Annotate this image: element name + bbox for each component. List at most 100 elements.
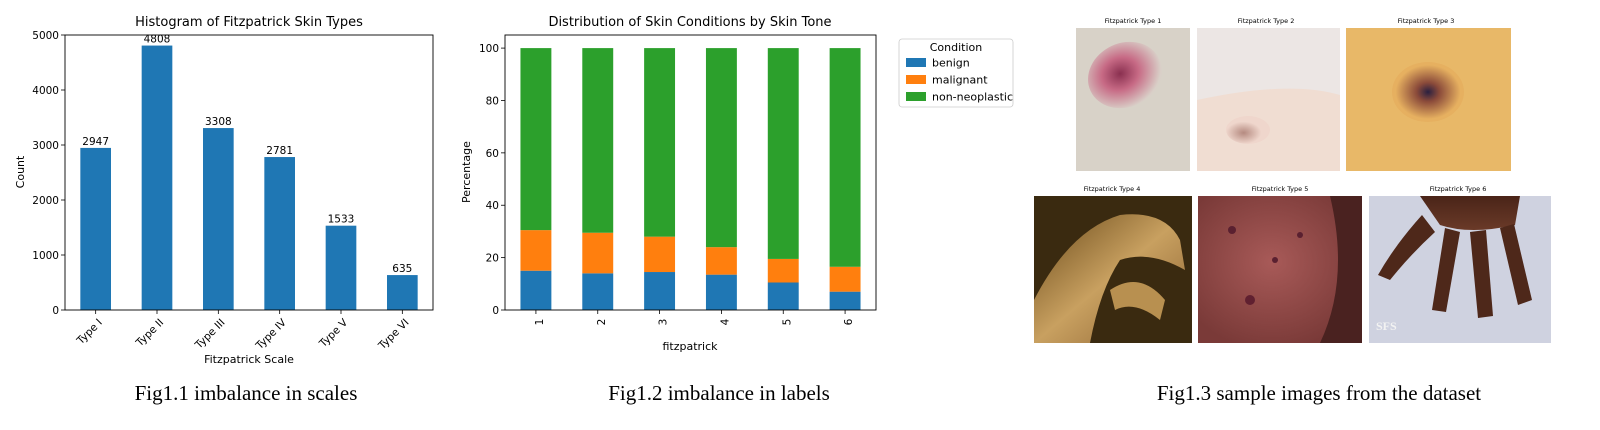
data-label: 3308 (205, 116, 232, 128)
sample-title-1: Fitzpatrick Type 1 (1105, 17, 1162, 25)
chart1-title: Histogram of Fitzpatrick Skin Types (135, 15, 363, 30)
finger-6c (1470, 230, 1493, 318)
spot-5d (1297, 232, 1303, 238)
bar-segment-malignant-5 (767, 258, 799, 283)
finger-6d (1500, 224, 1532, 305)
x-tick-label: Type II (133, 317, 166, 350)
sample-title-4: Fitzpatrick Type 4 (1084, 185, 1141, 193)
bar-segment-non-neoplastic-5 (767, 48, 799, 259)
y-tick-label: 4000 (32, 85, 59, 97)
legend-label-non-neoplastic: non-neoplastic (932, 91, 1013, 104)
x-tick-label: 2 (596, 319, 608, 326)
bar-segment-non-neoplastic-4 (705, 48, 737, 248)
bar-segment-benign-2 (582, 273, 614, 310)
x-tick-label: Type I (74, 317, 105, 348)
watermark-6: SFS (1376, 319, 1397, 333)
bar-type-iv (264, 157, 295, 310)
data-label: 635 (392, 263, 412, 275)
chart1-data-labels: 2947 4808 3308 2781 1533 635 (82, 34, 412, 276)
bar-segment-benign-5 (767, 282, 799, 310)
sample-title-2: Fitzpatrick Type 2 (1238, 17, 1295, 25)
bar-segment-benign-3 (644, 272, 676, 310)
chart2-legend: Condition benign malignant non-neoplastic (898, 38, 1014, 108)
bar-segment-non-neoplastic-6 (829, 48, 861, 267)
sample-type-6: Fitzpatrick Type 6 SFS (1369, 185, 1551, 343)
legend-label-benign: benign (932, 57, 970, 70)
lesion-1 (1088, 41, 1162, 109)
sample-type-5: Fitzpatrick Type 5 (1198, 185, 1362, 343)
lesion-3 (1392, 62, 1464, 122)
y-tick-label: 80 (486, 95, 499, 107)
x-tick-label: Type V (317, 316, 351, 350)
x-tick-label: 6 (843, 318, 855, 325)
y-tick-label: 0 (52, 305, 59, 317)
sample-type-4: Fitzpatrick Type 4 (1034, 185, 1192, 343)
bar-segment-malignant-3 (644, 236, 676, 273)
bar-segment-malignant-6 (829, 266, 861, 292)
chart1-xlabel: Fitzpatrick Scale (204, 353, 294, 366)
bar-segment-benign-6 (829, 291, 861, 310)
sample-2-background (1197, 28, 1340, 100)
sample-type-1: Fitzpatrick Type 1 (1076, 17, 1190, 171)
y-tick-label: 0 (492, 305, 499, 317)
data-label: 4808 (144, 34, 171, 46)
bar-segment-malignant-4 (705, 247, 737, 275)
data-label: 1533 (328, 214, 355, 226)
caption-fig1: Fig1.1 imbalance in scales (135, 381, 358, 405)
legend-swatch-malignant (906, 75, 926, 84)
finger-6b (1432, 228, 1460, 312)
y-tick-label: 2000 (32, 195, 59, 207)
hand-6-back (1420, 196, 1520, 230)
caption-fig3: Fig1.3 sample images from the dataset (1157, 381, 1481, 405)
histogram-chart: Histogram of Fitzpatrick Skin Types 2947… (14, 15, 434, 366)
y-tick-label: 5000 (32, 30, 59, 42)
bar-type-vi (387, 275, 418, 310)
chart1-y-axis: 0 1000 2000 3000 4000 5000 (32, 30, 65, 317)
sample-title-6: Fitzpatrick Type 6 (1430, 185, 1487, 193)
x-tick-label: Type VI (376, 317, 412, 353)
chart2-title: Distribution of Skin Conditions by Skin … (548, 15, 831, 30)
caption-fig2: Fig1.2 imbalance in labels (608, 381, 830, 405)
finger-6a (1378, 215, 1435, 280)
chart2-xlabel: fitzpatrick (662, 340, 718, 353)
legend-title: Condition (930, 41, 983, 54)
bar-type-v (325, 225, 357, 310)
bar-segment-benign-4 (705, 274, 737, 310)
chart2-ylabel: Percentage (460, 141, 473, 203)
x-tick-label: Type IV (253, 316, 289, 352)
bar-segment-non-neoplastic-2 (582, 48, 614, 233)
lesion-2 (1226, 116, 1270, 144)
x-tick-label: 4 (719, 318, 731, 325)
spot-5b (1272, 257, 1278, 263)
y-tick-label: 1000 (32, 250, 59, 262)
legend-label-malignant: malignant (932, 74, 988, 87)
spot-5a (1228, 226, 1236, 234)
bar-type-ii (141, 45, 173, 311)
y-tick-label: 60 (486, 148, 499, 160)
y-tick-label: 100 (479, 43, 499, 55)
chart1-bars (80, 45, 418, 311)
chart1-x-axis: Type I Type II Type III Type IV Type V Type V… (74, 310, 412, 353)
bar-segment-non-neoplastic-1 (520, 48, 552, 231)
sample-images: Fitzpatrick Type 1 Fitzpatrick Type 2 Fi… (1034, 17, 1551, 343)
x-tick-label: 3 (658, 319, 670, 326)
sample-type-3: Fitzpatrick Type 3 (1346, 17, 1511, 171)
legend-swatch-non-neoplastic (906, 92, 926, 101)
chart2-y-axis: 0 20 40 60 80 100 (479, 43, 505, 317)
bar-segment-benign-1 (520, 270, 552, 310)
sample-title-3: Fitzpatrick Type 3 (1398, 17, 1455, 25)
bar-type-iii (203, 128, 234, 310)
bar-segment-malignant-1 (520, 230, 552, 271)
chart2-x-axis: 1 2 3 4 5 6 (534, 310, 855, 325)
y-tick-label: 3000 (32, 140, 59, 152)
sample-5-shadow (1320, 196, 1362, 343)
bar-type-i (80, 147, 111, 310)
chart1-ylabel: Count (14, 155, 27, 188)
bar-segment-malignant-2 (582, 232, 614, 274)
chart2-bars (520, 48, 861, 310)
x-tick-label: Type III (192, 317, 227, 352)
x-tick-label: 5 (781, 319, 793, 326)
y-tick-label: 20 (486, 253, 499, 265)
bar-segment-non-neoplastic-3 (644, 48, 676, 237)
